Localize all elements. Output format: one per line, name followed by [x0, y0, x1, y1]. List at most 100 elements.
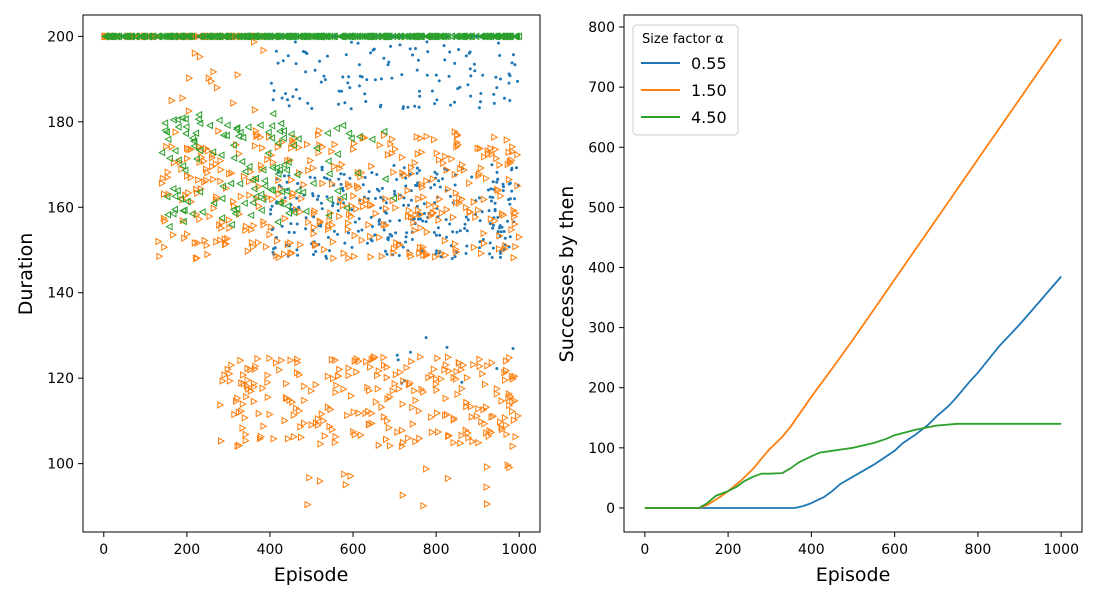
scatter-point — [364, 100, 368, 103]
scatter-point — [411, 53, 414, 57]
scatter-point — [219, 218, 227, 227]
scatter-point — [435, 172, 439, 176]
scatter-point — [480, 210, 484, 214]
scatter-point — [466, 208, 474, 217]
scatter-point — [163, 210, 171, 219]
scatter-point — [325, 32, 333, 41]
scatter-point — [390, 194, 398, 203]
scatter-point — [295, 222, 299, 226]
scatter-point — [491, 226, 495, 230]
scatter-point — [377, 189, 381, 193]
scatter-point — [416, 249, 424, 258]
scatter-point — [487, 209, 491, 213]
scatter-point — [215, 116, 223, 125]
scatter-point — [419, 217, 423, 221]
scatter-point — [382, 221, 390, 230]
scatter-point — [210, 68, 218, 76]
scatter-point — [442, 361, 450, 369]
scatter-point — [484, 361, 492, 370]
scatter-point — [438, 233, 442, 237]
scatter-point — [408, 357, 416, 366]
scatter-point — [286, 98, 289, 102]
scatter-point — [266, 230, 274, 239]
scatter-point — [478, 417, 486, 426]
scatter-point — [317, 439, 325, 448]
scatter-point — [508, 235, 512, 239]
scatter-point — [308, 387, 316, 395]
scatter-point — [186, 74, 194, 82]
scatter-point — [441, 177, 445, 181]
scatter-point — [161, 190, 169, 198]
scatter-point — [295, 196, 299, 200]
scatter-point — [184, 154, 192, 163]
scatter-point — [310, 223, 318, 232]
scatter-point — [496, 161, 504, 169]
scatter-point — [398, 219, 401, 222]
scatter-point — [169, 116, 177, 124]
scatter-point — [437, 79, 441, 83]
scatter-point — [497, 192, 505, 200]
scatter-point — [414, 150, 422, 158]
scatter-point — [510, 189, 514, 193]
scatter-point — [195, 176, 203, 184]
scatter-point — [164, 168, 172, 177]
scatter-point — [209, 153, 217, 162]
scatter-point — [283, 174, 286, 178]
scatter-point — [388, 219, 392, 223]
scatter-point — [291, 95, 295, 99]
scatter-point — [391, 244, 399, 253]
scatter-point — [347, 231, 350, 235]
scatter-point — [496, 245, 504, 253]
scatter-point — [286, 156, 294, 164]
scatter-point — [278, 187, 286, 196]
scatter-point — [213, 32, 221, 41]
scatter-point — [389, 44, 393, 48]
scatter-point — [443, 166, 451, 174]
scatter-point — [229, 141, 237, 150]
scatter-point — [200, 157, 208, 165]
scatter-point — [437, 249, 445, 258]
scatter-point — [266, 410, 274, 419]
scatter-point — [200, 32, 208, 41]
scatter-point — [259, 384, 267, 393]
scatter-point — [433, 375, 441, 383]
scatter-point — [396, 358, 400, 362]
scatter-point — [329, 425, 337, 434]
scatter-point — [429, 32, 437, 41]
scatter-point — [349, 107, 353, 111]
scatter-point — [492, 92, 496, 96]
scatter-point — [371, 353, 379, 362]
scatter-point — [290, 189, 298, 198]
scatter-point — [415, 68, 419, 72]
scatter-point — [282, 187, 290, 195]
scatter-point — [243, 382, 251, 390]
scatter-point — [339, 172, 343, 176]
scatter-point — [304, 140, 312, 149]
scatter-point — [208, 77, 216, 86]
scatter-point — [331, 162, 339, 171]
successes-line-plot: 0 200 400 600 800 1000 0 100 200 300 400 500 600 700 8… — [556, 14, 1083, 586]
scatter-point — [367, 232, 375, 241]
scatter-point — [453, 100, 456, 104]
line-ytick-label: 500 — [588, 200, 615, 216]
scatter-point — [412, 437, 420, 446]
scatter-point — [469, 437, 477, 446]
scatter-point — [506, 353, 514, 362]
scatter-point — [437, 32, 445, 41]
scatter-point — [192, 129, 200, 138]
scatter-point — [339, 192, 347, 201]
scatter-point — [382, 195, 390, 203]
scatter-point — [464, 32, 472, 41]
scatter-point — [479, 100, 482, 104]
scatter-point — [457, 32, 465, 41]
scatter-point — [468, 413, 476, 421]
scatter-point — [301, 396, 309, 405]
scatter-point — [373, 233, 377, 237]
scatter-point — [484, 463, 492, 471]
scatter-point — [163, 192, 171, 201]
scatter-point — [170, 158, 178, 167]
scatter-point — [437, 179, 441, 183]
scatter-point — [313, 68, 317, 72]
scatter-point — [433, 386, 441, 394]
scatter-point — [179, 94, 187, 102]
